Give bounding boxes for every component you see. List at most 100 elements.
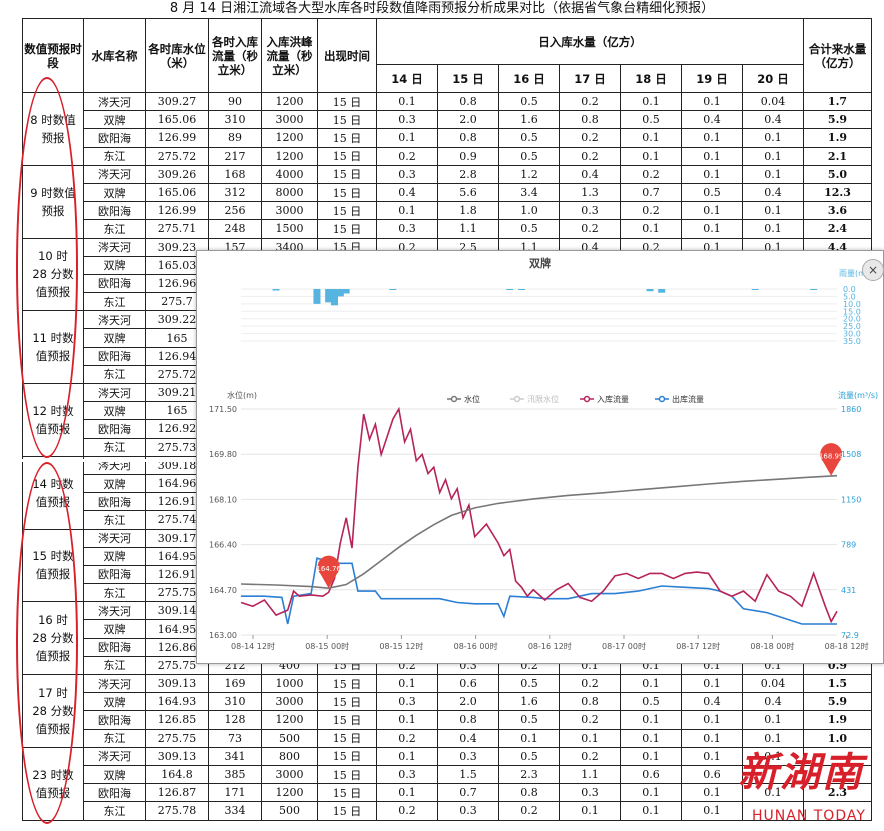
value-cell: 309.13 (145, 673, 209, 694)
rain-tick-label: 20.0 (843, 315, 861, 324)
value-cell: 0.5 (498, 128, 560, 148)
value-cell: 0.4 (742, 110, 804, 130)
value-cell: 128 (208, 710, 262, 730)
rain-bar (389, 289, 397, 290)
period-cell: 16 时 28 分数值预报 (22, 601, 84, 675)
reservoir-name-cell: 涔天河 (83, 91, 146, 112)
value-cell: 0.1 (620, 219, 682, 239)
value-cell: 0.3 (559, 201, 621, 221)
value-cell: 15 日 (317, 146, 377, 166)
value-cell: 0.2 (559, 91, 621, 112)
reservoir-name-cell: 涔天河 (83, 673, 146, 694)
value-cell: 310 (208, 692, 262, 712)
value-cell: 0.1 (376, 710, 438, 730)
value-cell: 0.1 (681, 146, 743, 166)
value-cell: 2.8 (437, 164, 499, 184)
legend-label: 汛限水位 (527, 394, 559, 404)
header-day: 19 日 (681, 64, 743, 93)
value-cell: 0.2 (559, 219, 621, 239)
left-axis-label: 水位(m) (227, 390, 257, 400)
value-cell: 0.1 (681, 783, 743, 803)
reservoir-name-cell: 双牌 (83, 110, 146, 130)
value-cell: 4000 (261, 164, 318, 184)
value-cell: 1200 (261, 783, 318, 803)
value-cell: 1.8 (437, 201, 499, 221)
value-cell: 126.92 (145, 419, 209, 439)
value-cell: 275.71 (145, 219, 209, 239)
table-row: 东江 275.72 217 1200 15 日 0.2 0.9 0.5 0.2 0.1 0.1 0.1… (23, 146, 872, 166)
rain-tick-label: 30.0 (843, 330, 861, 339)
value-cell: 0.1 (742, 710, 804, 730)
rain-bar (330, 289, 338, 306)
value-cell: 0.1 (742, 201, 804, 221)
reservoir-name-cell: 涔天河 (83, 601, 146, 621)
rain-bar (646, 289, 654, 292)
reservoir-name-cell: 东江 (83, 801, 146, 821)
value-cell: 0.2 (376, 728, 438, 748)
value-cell: 0.2 (620, 201, 682, 221)
reservoir-name-cell: 欧阳海 (83, 564, 146, 585)
series-inflow-line (240, 406, 838, 624)
left-tick-label: 171.50 (209, 405, 237, 414)
value-cell (803, 801, 872, 821)
value-cell: 0.8 (559, 110, 621, 130)
value-cell: 500 (261, 801, 318, 821)
rain-bar (658, 289, 666, 293)
value-cell: 1.1 (437, 219, 499, 239)
value-cell: 0.4 (681, 110, 743, 130)
value-cell: 309.13 (145, 746, 209, 766)
value-cell: 0.4 (559, 164, 621, 184)
reservoir-name-cell: 涔天河 (83, 382, 146, 403)
value-cell: 126.99 (145, 128, 209, 148)
value-cell: 275.7 (145, 292, 209, 312)
value-cell: 1000 (261, 673, 318, 694)
value-cell: 1.6 (498, 110, 560, 130)
value-cell: 15 日 (317, 182, 377, 203)
header-day: 18 日 (620, 64, 682, 93)
value-cell: 1.5 (437, 764, 499, 785)
value-cell: 0.2 (559, 146, 621, 166)
value-cell: 275.75 (145, 728, 209, 748)
value-cell: 1.3 (559, 182, 621, 203)
value-cell: 126.94 (145, 346, 209, 366)
rain-bar (336, 289, 344, 297)
reservoir-name-cell: 双牌 (83, 692, 146, 712)
value-cell: 3000 (261, 201, 318, 221)
table-row: 双牌 165.06 312 8000 15 日 0.4 5.6 3.4 1.3 0.7 0.5 0.4… (23, 182, 872, 203)
rain-bar (506, 289, 514, 290)
rain-tick-label: 10.0 (843, 300, 861, 309)
value-cell: 0.1 (681, 746, 743, 766)
value-cell: 3.4 (498, 182, 560, 203)
reservoir-name-cell: 东江 (83, 219, 146, 239)
reservoir-name-cell: 东江 (83, 437, 146, 457)
legend-label: 水位 (464, 394, 480, 404)
value-cell: 15 日 (317, 128, 377, 148)
close-icon[interactable]: × (862, 259, 884, 281)
reservoir-name-cell: 欧阳海 (83, 273, 146, 294)
series-outflow-line (241, 557, 837, 625)
value-cell: 126.86 (145, 637, 209, 657)
value-cell: 0.2 (498, 801, 560, 821)
value-cell: 0.8 (559, 692, 621, 712)
value-cell: 1200 (261, 146, 318, 166)
value-cell: 164.8 (145, 764, 209, 785)
value-cell: 0.6 (437, 673, 499, 694)
value-cell: 0.6 (681, 764, 743, 785)
legend-marker (450, 395, 458, 403)
reservoir-name-cell: 东江 (83, 510, 146, 530)
reservoir-name-cell: 双牌 (83, 473, 146, 494)
rain-tick-label: 25.0 (843, 322, 861, 331)
reservoir-name-cell: 双牌 (83, 182, 146, 203)
rain-tick-label: 5.0 (843, 292, 856, 301)
value-cell: 15 日 (317, 673, 377, 694)
value-cell: 0.1 (620, 801, 682, 821)
watermark-en: HUNAN TODAY (752, 808, 866, 824)
value-cell: 0.3 (376, 764, 438, 785)
value-cell: 15 日 (317, 764, 377, 785)
value-cell: 168 (208, 164, 262, 184)
rain-tick-label: 35.0 (843, 337, 861, 346)
reservoir-name-cell: 东江 (83, 364, 146, 385)
value-cell: 0.6 (620, 764, 682, 785)
value-cell: 3000 (261, 110, 318, 130)
watermark-logo: 新湖南 HUNAN TODAY (738, 740, 884, 831)
